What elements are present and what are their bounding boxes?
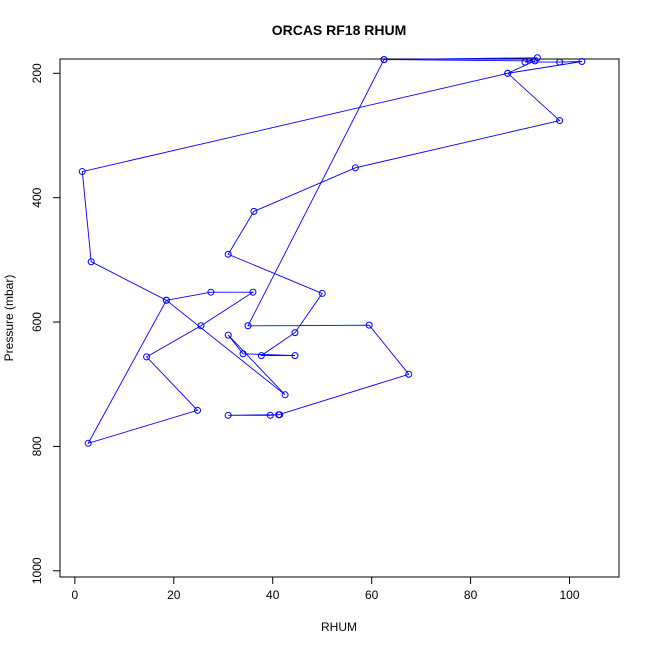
data-point (351, 164, 359, 172)
data-point (281, 391, 289, 399)
y-tick-label: 600 (30, 312, 44, 332)
data-point (276, 411, 284, 419)
y-tick-label: 1000 (30, 557, 44, 584)
data-point (405, 370, 413, 378)
x-tick-label: 60 (365, 588, 379, 602)
data-point (84, 439, 92, 447)
data-point (239, 350, 247, 358)
x-tick-label: 100 (560, 588, 580, 602)
data-point (224, 250, 232, 258)
chart-title: ORCAS RF18 RHUM (272, 22, 407, 38)
data-point (504, 69, 512, 77)
y-tick-label: 400 (30, 187, 44, 207)
data-point (224, 331, 232, 339)
data-point (162, 296, 170, 304)
plot-frame (59, 58, 620, 578)
y-tick-label: 200 (30, 63, 44, 83)
data-point (197, 322, 205, 330)
x-axis: 0 20 40 60 80 100 (71, 576, 580, 602)
data-series (78, 54, 586, 447)
y-axis: 200 400 600 800 1000 (30, 63, 61, 584)
x-tick-label: 80 (464, 588, 478, 602)
data-point (257, 352, 265, 360)
data-point (250, 207, 258, 215)
data-point (249, 288, 257, 296)
x-axis-label: RHUM (321, 620, 357, 634)
x-tick-label: 20 (167, 588, 181, 602)
data-point (78, 168, 86, 176)
data-point (291, 329, 299, 337)
data-point (556, 58, 564, 66)
data-point (531, 57, 539, 65)
data-point (318, 289, 326, 297)
y-tick-label: 800 (30, 436, 44, 456)
data-point (365, 321, 373, 329)
data-point (87, 258, 95, 266)
x-tick-label: 40 (266, 588, 280, 602)
data-point (224, 411, 232, 419)
data-point (143, 353, 151, 361)
data-point (521, 58, 529, 66)
series-line (81, 57, 582, 445)
data-point (556, 117, 564, 125)
data-point (291, 352, 299, 360)
data-point (207, 288, 215, 296)
data-point (578, 57, 586, 65)
data-point (194, 406, 202, 414)
data-point (380, 56, 388, 64)
y-axis-label: Pressure (mbar) (2, 275, 16, 362)
data-point (266, 411, 274, 419)
x-tick-label: 0 (71, 588, 78, 602)
data-point (244, 322, 252, 330)
